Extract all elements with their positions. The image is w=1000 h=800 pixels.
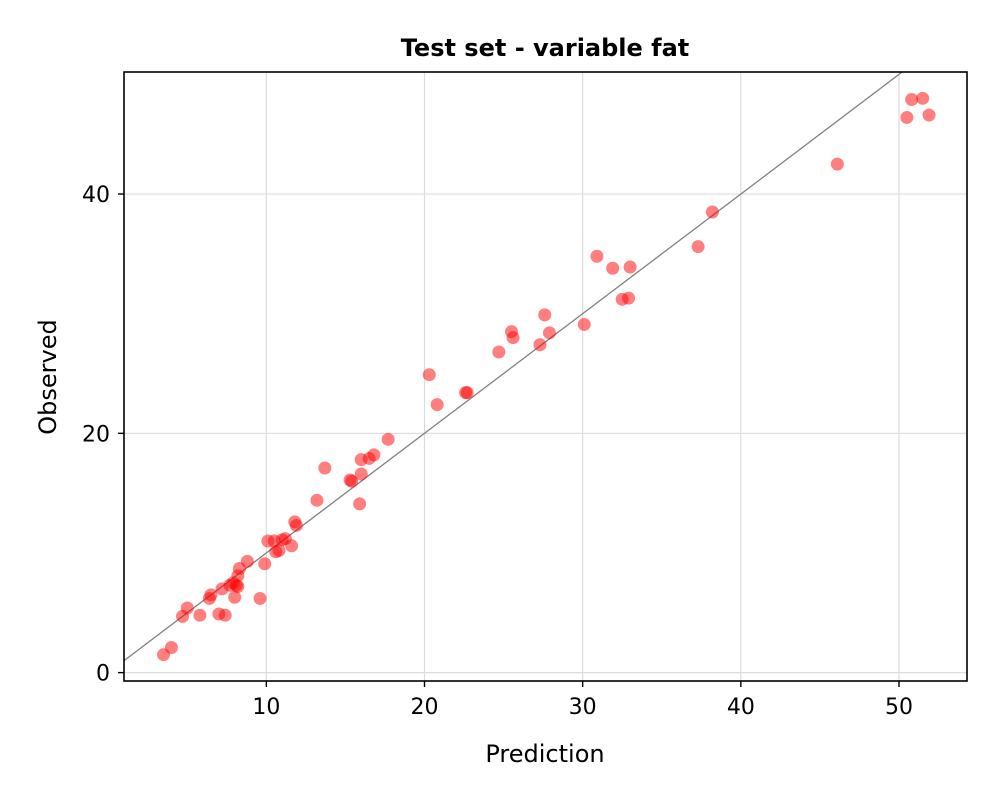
data-point xyxy=(422,368,436,382)
data-point xyxy=(830,157,844,171)
x-axis-ticks: 10 20 30 40 50 xyxy=(252,681,913,720)
data-point xyxy=(492,345,506,359)
data-point xyxy=(538,308,552,322)
x-tick-label: 10 xyxy=(252,695,280,720)
data-point xyxy=(623,260,637,274)
data-point xyxy=(180,601,194,615)
y-axis-ticks: 0 20 40 xyxy=(82,183,124,687)
x-tick-label: 50 xyxy=(885,695,913,720)
data-point xyxy=(606,261,620,275)
x-axis-label: Prediction xyxy=(485,740,604,768)
data-point xyxy=(204,588,218,602)
y-tick-label: 40 xyxy=(82,183,110,208)
data-point xyxy=(533,338,547,352)
x-tick-label: 40 xyxy=(727,695,755,720)
data-point xyxy=(622,291,636,305)
data-point xyxy=(228,590,242,604)
data-point xyxy=(590,249,604,263)
data-point xyxy=(430,398,444,412)
data-point xyxy=(705,205,719,219)
data-point xyxy=(318,461,332,475)
data-point xyxy=(381,432,395,446)
y-tick-label: 20 xyxy=(82,422,110,447)
plot-frame xyxy=(123,71,968,682)
data-point xyxy=(922,108,936,122)
x-tick-label: 30 xyxy=(569,695,597,720)
data-point xyxy=(460,386,474,400)
data-point xyxy=(367,448,381,462)
data-point xyxy=(289,518,303,532)
data-point xyxy=(542,326,556,340)
data-point xyxy=(310,493,324,507)
data-point xyxy=(272,544,286,558)
data-point xyxy=(193,608,207,622)
data-point xyxy=(164,640,178,654)
data-point xyxy=(506,331,520,345)
x-tick-label: 20 xyxy=(411,695,439,720)
data-point xyxy=(900,110,914,124)
data-point xyxy=(353,497,367,511)
data-point xyxy=(253,591,267,605)
data-point xyxy=(231,579,245,593)
y-axis-label: Observed xyxy=(34,319,62,434)
y-tick-label: 0 xyxy=(96,662,110,687)
data-point xyxy=(916,91,930,105)
data-points xyxy=(157,91,936,662)
data-point xyxy=(218,608,232,622)
data-point xyxy=(354,467,368,481)
data-point xyxy=(285,539,299,553)
data-point xyxy=(258,557,272,571)
data-point xyxy=(577,317,591,331)
data-point xyxy=(905,93,919,107)
data-point xyxy=(240,554,254,568)
chart-title: Test set - variable fat xyxy=(401,34,690,62)
data-point xyxy=(345,474,359,488)
data-point xyxy=(691,240,705,254)
grid xyxy=(124,72,967,681)
